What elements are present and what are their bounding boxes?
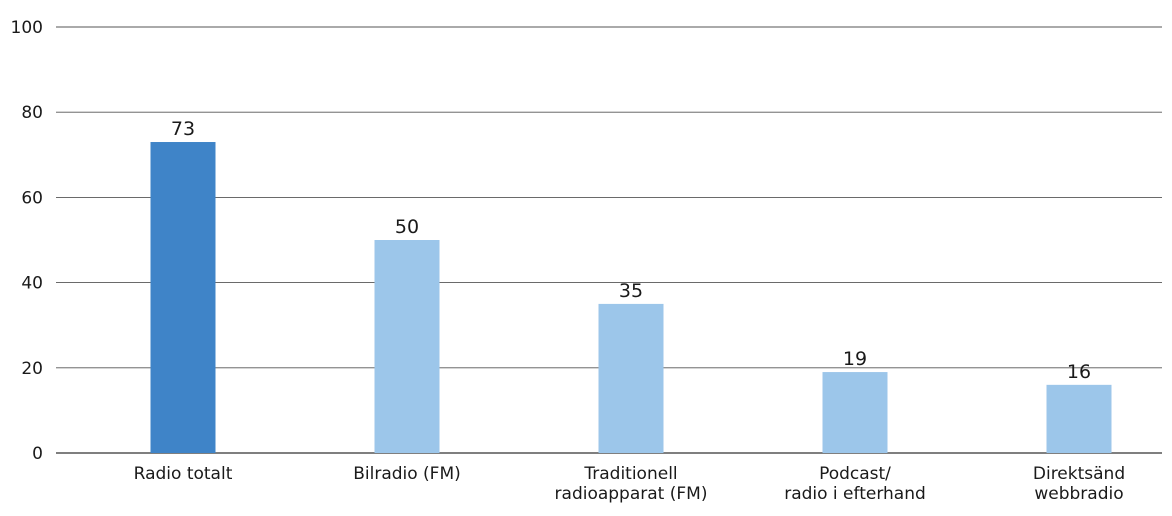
bar <box>1046 384 1112 453</box>
gridlines <box>56 26 1162 454</box>
x-axis-labels: Radio totalt Bilradio (FM) Traditionellrad… <box>134 464 1125 504</box>
y-tick-label: 100 <box>11 18 43 38</box>
x-tick-label: Traditionell <box>583 464 677 484</box>
data-label: 50 <box>395 216 419 238</box>
y-tick-label: 60 <box>21 188 43 208</box>
y-tick-label: 20 <box>21 359 43 379</box>
x-tick-label: radio i efterhand <box>784 484 926 504</box>
x-tick-label: Radio totalt <box>134 464 233 484</box>
data-label: 19 <box>843 348 867 370</box>
y-tick-label: 80 <box>21 103 43 123</box>
data-label: 35 <box>619 280 643 302</box>
bar <box>374 240 440 453</box>
y-tick-label: 40 <box>21 274 43 294</box>
x-tick-label: Direktsänd <box>1033 464 1125 484</box>
data-label: 16 <box>1067 361 1091 383</box>
y-axis-ticks: 0 20 40 60 80 100 <box>11 18 43 464</box>
bar <box>822 372 888 453</box>
x-tick-label: Podcast/ <box>819 464 891 484</box>
bar <box>150 142 216 453</box>
x-tick-label: webbradio <box>1034 484 1123 504</box>
data-label: 73 <box>171 118 195 140</box>
bars <box>150 142 1112 453</box>
x-tick-label: Bilradio (FM) <box>353 464 461 484</box>
bar <box>598 303 664 453</box>
y-tick-label: 0 <box>32 444 43 464</box>
x-tick-label: radioapparat (FM) <box>555 484 708 504</box>
value-labels: 73 50 35 19 16 <box>171 118 1091 383</box>
